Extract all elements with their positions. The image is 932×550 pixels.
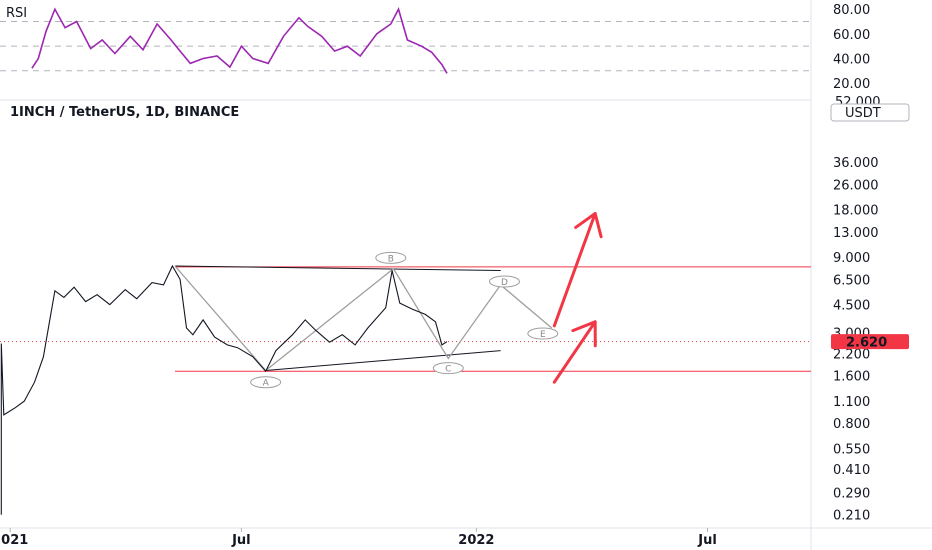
time-tick-label: 2021 xyxy=(0,533,28,548)
trendlines xyxy=(174,265,501,372)
wave-label-c[interactable]: C xyxy=(432,362,464,375)
currency-badge[interactable]: USDT xyxy=(830,103,910,122)
wave-label-bubble xyxy=(527,327,559,340)
rsi-tick-label: 80.00 xyxy=(833,3,870,18)
rsi-axis-ticks: 80.00 60.00 40.00 20.00 xyxy=(833,3,870,92)
price-panel: 1INCH / TetherUS, 1D, BINANCE 52.000 USD… xyxy=(0,95,910,524)
wave-labels: A B C D E xyxy=(250,251,559,389)
price-tick-label: 1.100 xyxy=(833,395,870,410)
symbol-title[interactable]: 1INCH / TetherUS, 1D, BINANCE xyxy=(10,105,239,120)
last-price-tag-box xyxy=(831,334,909,350)
wave-label-text: D xyxy=(501,278,508,288)
rsi-tick-label: 20.00 xyxy=(833,77,870,92)
price-axis-ticks: 36.00026.00018.00013.0009.0006.5004.5003… xyxy=(833,156,879,524)
arrow-head xyxy=(571,320,597,348)
rsi-panel: RSI 80.00 60.00 40.00 20.00 xyxy=(0,3,870,92)
time-axis-ticks: 2021 Jul 2022 Jul xyxy=(0,528,717,548)
price-tick-label: 0.210 xyxy=(833,509,870,524)
wave-label-text: C xyxy=(445,365,451,375)
wave-label-bubble xyxy=(375,251,407,264)
rsi-level-lines xyxy=(0,20,811,72)
price-tick-label: 0.550 xyxy=(833,443,870,458)
currency-badge-label: USDT xyxy=(845,106,881,121)
price-tick-label: 6.500 xyxy=(833,273,870,288)
time-tick-label: 2022 xyxy=(458,533,494,548)
wave-label-b[interactable]: B xyxy=(375,251,407,264)
rsi-tick-label: 40.00 xyxy=(833,52,870,67)
price-tick-label: 4.500 xyxy=(833,299,870,314)
wave-label-text: E xyxy=(540,330,546,340)
wave-label-bubble xyxy=(432,362,464,375)
wave-label-text: B xyxy=(388,254,394,264)
price-tick-label: 18.000 xyxy=(833,204,879,219)
wave-projection-path xyxy=(174,265,553,372)
trendline[interactable] xyxy=(265,350,501,372)
trendline[interactable] xyxy=(174,265,501,271)
price-tick-label: 0.800 xyxy=(833,417,870,432)
projection-arrows xyxy=(552,211,603,384)
arrow-shaft xyxy=(552,320,597,384)
projection-arrow[interactable] xyxy=(552,320,597,384)
projection-arrow[interactable] xyxy=(552,211,603,328)
time-tick-label: Jul xyxy=(697,533,717,548)
price-tick-label: 0.290 xyxy=(833,487,870,502)
price-tick-label: 2.200 xyxy=(833,348,870,363)
last-price-tag-label: 2.620 xyxy=(846,336,887,351)
arrow-shaft xyxy=(552,211,597,328)
price-series xyxy=(0,264,448,515)
rsi-line xyxy=(31,7,448,74)
horizontal-levels xyxy=(174,266,811,372)
price-tick-label: 1.600 xyxy=(833,369,870,384)
wave-label-a[interactable]: A xyxy=(250,376,282,389)
wave-label-text: A xyxy=(263,379,270,389)
price-tick-label: 9.000 xyxy=(833,251,870,266)
wave-label-d[interactable]: D xyxy=(488,275,520,288)
wave-label-e[interactable]: E xyxy=(527,327,559,340)
price-tick-label: 26.000 xyxy=(833,178,879,193)
price-tick-label: 0.410 xyxy=(833,463,870,478)
price-tick-label: 13.000 xyxy=(833,226,879,241)
last-price-tag: 2.620 xyxy=(831,334,909,351)
wave-label-bubble xyxy=(250,376,282,389)
wave-label-bubble xyxy=(488,275,520,288)
time-tick-label: Jul xyxy=(231,533,251,548)
rsi-tick-label: 60.00 xyxy=(833,28,870,43)
rsi-label: RSI xyxy=(6,6,27,21)
arrow-head xyxy=(574,211,603,239)
price-tick-label: 36.000 xyxy=(833,156,879,171)
